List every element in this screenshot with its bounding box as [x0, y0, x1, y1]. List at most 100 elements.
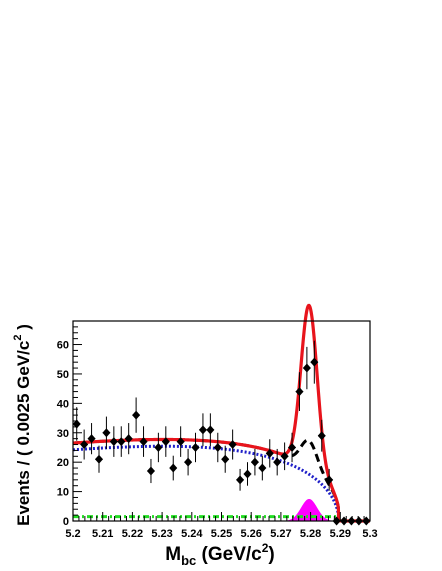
y-axis-title-superscript: 2: [12, 335, 24, 341]
data-point-marker: [161, 437, 170, 447]
data-point: [258, 455, 267, 481]
data-point-marker: [109, 437, 118, 447]
x-tick-label: 5.26: [240, 528, 261, 540]
x-tick-label: 5.2: [65, 528, 80, 540]
data-point: [198, 413, 207, 447]
total-fit-curve: [72, 303, 370, 523]
data-point: [288, 432, 297, 463]
axes: 5.2 5.21 5.22 5.23 5.24 5.25 5.26 5.27 5.28 5.29 5…: [57, 320, 378, 540]
data-point-marker: [139, 437, 148, 447]
data-point-marker: [258, 463, 267, 473]
y-tick-label: 30: [57, 428, 69, 440]
data-point-marker: [221, 454, 230, 464]
data-point: [236, 468, 245, 491]
data-point-marker: [154, 442, 163, 452]
x-axis-title-main: M: [165, 544, 181, 565]
data-point: [221, 445, 230, 473]
data-point: [265, 439, 274, 468]
x-tick-label: 5.29: [330, 528, 351, 540]
data-point-marker: [280, 451, 289, 461]
data-point-marker: [325, 475, 334, 485]
data-point-marker: [102, 428, 111, 438]
x-tick-label: 5.24: [181, 528, 203, 540]
y-tick-label: 60: [57, 340, 69, 352]
data-point-marker: [117, 437, 126, 447]
data-point-marker: [310, 357, 319, 367]
data-point-marker: [273, 457, 282, 467]
x-axis-title-subscript: bc: [181, 553, 196, 568]
data-point: [87, 423, 96, 455]
data-point-marker: [87, 434, 96, 444]
data-point-marker: [191, 442, 200, 452]
data-point: [132, 397, 141, 433]
x-axis-title-unit-superscript: 2: [262, 541, 269, 555]
y-tick-label: 50: [57, 369, 69, 381]
data-point: [117, 426, 126, 457]
x-tick-label: 5.27: [270, 528, 291, 540]
data-point: [154, 432, 163, 463]
data-point-marker: [176, 437, 185, 447]
x-tick-label: 5.25: [211, 528, 232, 540]
data-point-marker: [72, 419, 81, 429]
data-point-marker: [302, 363, 311, 373]
data-point: [280, 442, 289, 471]
data-point: [325, 468, 334, 491]
x-tick-label: 5.22: [122, 528, 143, 540]
data-point: [191, 432, 200, 463]
data-point: [310, 340, 319, 384]
data-point: [228, 429, 237, 460]
x-axis-title: Mbc (GeV/c2): [165, 541, 275, 568]
plot-area: [72, 303, 371, 526]
data-point-marker: [288, 442, 297, 452]
plot-frame: [72, 320, 371, 522]
data-point-marker: [228, 440, 237, 450]
data-point: [176, 426, 185, 457]
x-tick-label: 5.21: [92, 528, 113, 540]
data-point: [102, 416, 111, 449]
y-axis-title-main: Events / ( 0.0025 GeV/c: [14, 341, 33, 526]
data-point-marker: [184, 457, 193, 467]
x-axis-title-unit-close: ): [268, 544, 274, 565]
data-point: [72, 407, 81, 441]
y-tick-label: 20: [57, 457, 69, 469]
data-point-marker: [132, 410, 141, 420]
data-point: [273, 448, 282, 476]
data-point: [317, 419, 326, 452]
y-tick-label: 0: [63, 516, 69, 528]
data-point-marker: [198, 425, 207, 435]
data-point: [243, 462, 252, 486]
data-point-marker: [295, 387, 304, 397]
data-point-marker: [169, 463, 178, 473]
data-point-marker: [243, 469, 252, 479]
data-point: [80, 429, 89, 460]
data-point-marker: [94, 454, 103, 464]
data-point-marker: [236, 475, 245, 485]
data-point-marker: [80, 440, 89, 450]
data-point: [295, 372, 304, 411]
data-point: [124, 423, 133, 455]
data-point-marker: [265, 448, 274, 458]
data-point: [139, 426, 148, 457]
data-point-marker: [206, 425, 215, 435]
combinatorial-background-curve: [72, 444, 370, 523]
data-point: [213, 432, 222, 463]
data-point-marker: [124, 434, 133, 444]
data-point: [146, 458, 155, 484]
y-tick-label: 10: [57, 487, 69, 499]
data-point: [161, 426, 170, 457]
data-point: [109, 426, 118, 457]
y-axis-title-close: ): [14, 324, 33, 334]
data-point: [206, 413, 215, 447]
flat-background-curve: [73, 515, 370, 523]
data-point-marker: [213, 442, 222, 452]
signal-peaking-area: [280, 498, 341, 521]
data-point: [302, 346, 311, 390]
data-point-marker: [146, 466, 155, 476]
x-tick-label: 5.28: [300, 528, 321, 540]
x-tick-label: 5.23: [151, 528, 172, 540]
data-point-marker: [317, 431, 326, 441]
data-point-marker: [250, 457, 259, 467]
x-tick-label: 5.3: [362, 528, 377, 540]
data-point: [169, 455, 178, 481]
